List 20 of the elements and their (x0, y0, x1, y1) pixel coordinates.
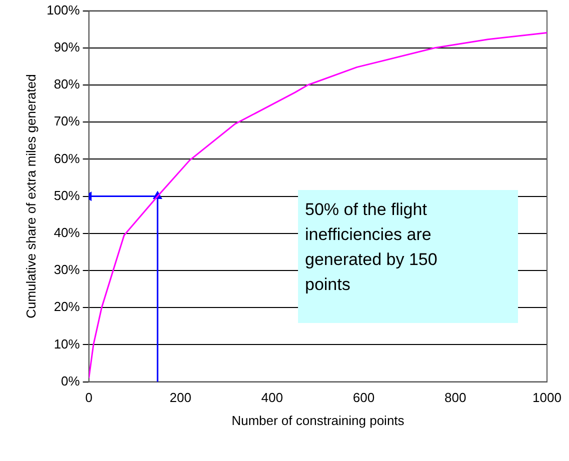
x-tick-label: 0 (85, 390, 92, 406)
y-tick-label: 70% (54, 114, 80, 129)
y-tick-label: 40% (54, 224, 80, 240)
y-tick-label: 80% (54, 76, 80, 92)
y-tick-label: 50% (54, 188, 80, 203)
y-axis-title: Cumulative share of extra miles generated (23, 74, 38, 318)
y-tick-label: 90% (54, 39, 80, 54)
y-tick-label: 30% (54, 262, 80, 278)
y-tick-label: 0% (61, 373, 80, 388)
x-tick-label: 600 (352, 390, 375, 406)
y-tick-label: 60% (54, 150, 80, 166)
y-tick-label: 20% (54, 299, 80, 314)
y-tick-label: 10% (54, 336, 80, 352)
x-tick-label: 800 (444, 390, 466, 406)
x-tick-label: 1000 (532, 390, 562, 406)
x-tick-label: 200 (170, 390, 192, 406)
text-box: 50% of the flight inefficiencies are generated by 150 points (298, 190, 518, 323)
x-axis-title: Number of constraining points (232, 412, 405, 428)
y-tick-label: 100% (46, 2, 80, 18)
x-tick-label: 400 (261, 390, 283, 406)
